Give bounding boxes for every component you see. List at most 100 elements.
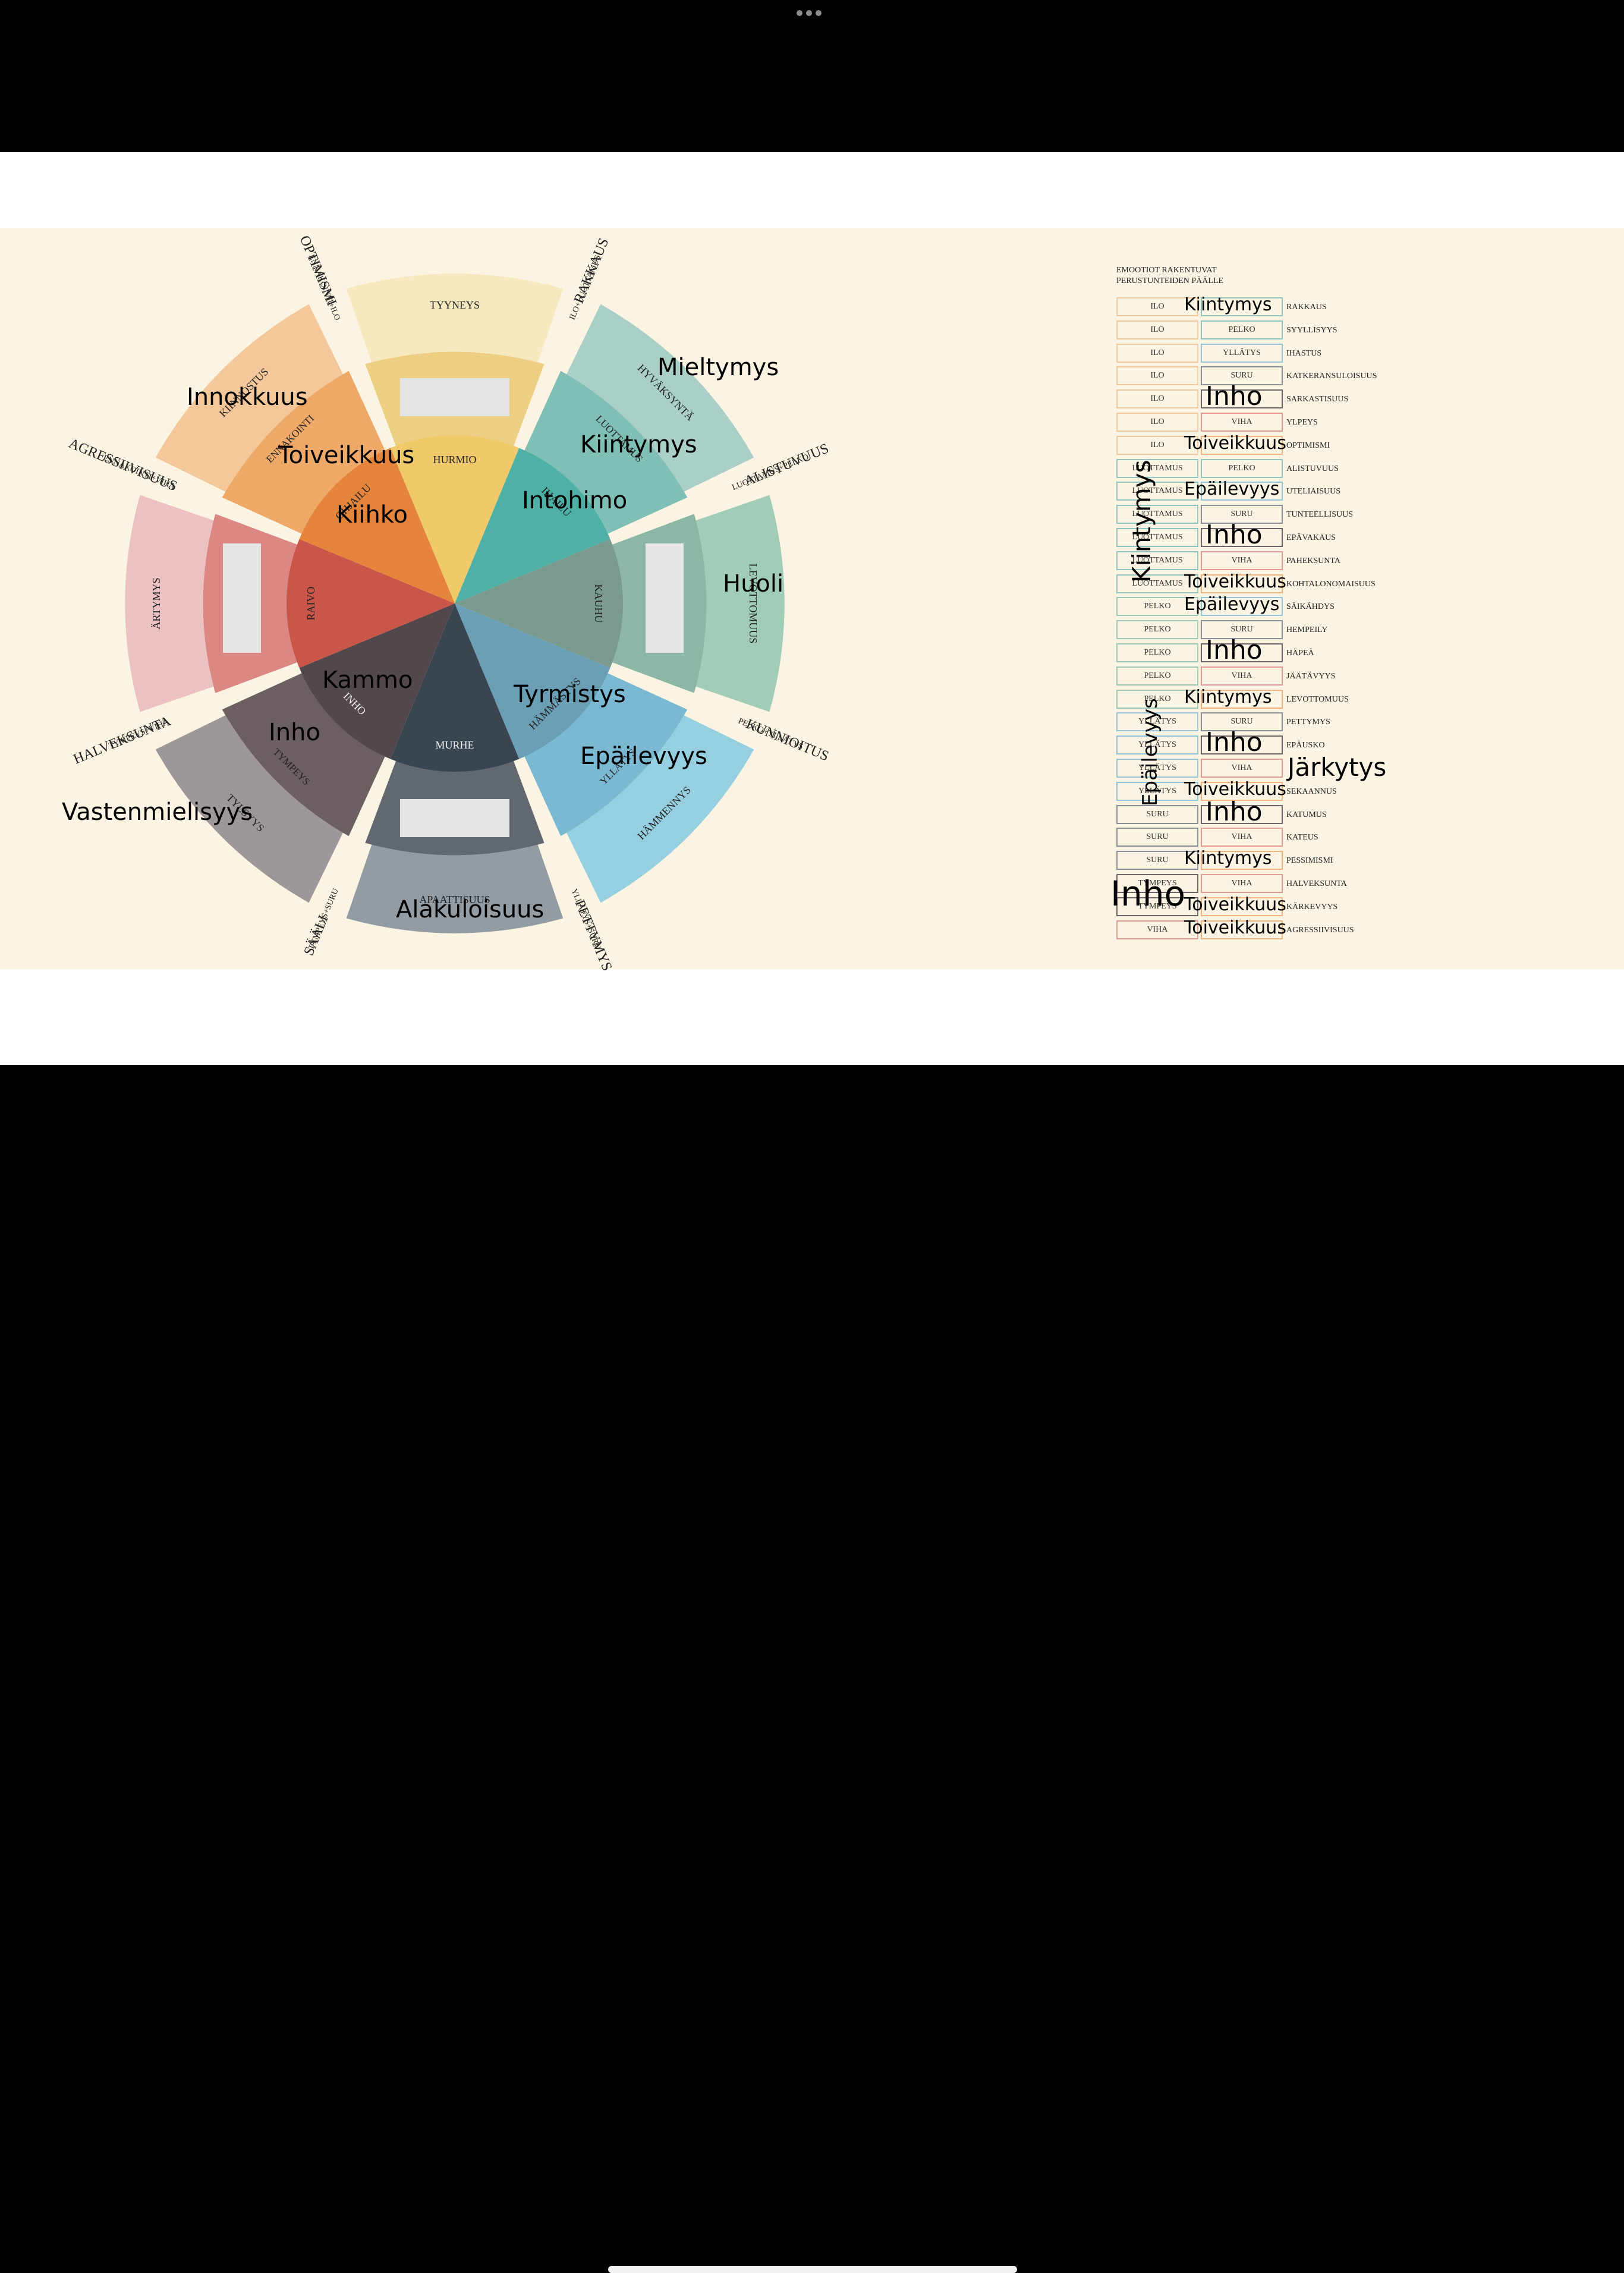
table-row: LUOTTAMUS KOHTALONOMAISUUS Toiveikkuus xyxy=(1116,571,1473,595)
table-row: ILO VIHA YLPEYS xyxy=(1116,413,1473,433)
table-title: EMOOTIOT RAKENTUVAT PERUSTUNTEIDEN PÄÄLL… xyxy=(1116,266,1224,285)
table-row: ILO OPTIMISMI Toiveikkuus xyxy=(1116,434,1473,456)
cell-emotion-a: LUOTTAMUS xyxy=(1116,458,1198,478)
cell-result: SÄIKÄHDYS xyxy=(1286,602,1335,612)
label-outer-4: APAATTISUUS xyxy=(419,894,490,906)
cell-result: KATUMUS xyxy=(1286,810,1327,819)
cell-emotion-b xyxy=(1201,297,1283,316)
table-row: ILO PELKO SYYLLISYYS xyxy=(1116,320,1473,341)
cell-emotion-a: LUOTTAMUS xyxy=(1116,551,1198,570)
dyad-name-2: KUNNIOITUS xyxy=(744,716,831,765)
cell-emotion-b xyxy=(1201,804,1283,824)
emotion-wheel: TYYNEYSHYVÄKSYNTÄLEVOTTOMUUSHÄMMENNYSAPA… xyxy=(67,234,831,973)
overlay-kammo: Kammo xyxy=(322,667,413,694)
row-overlay: Inho xyxy=(1206,520,1263,550)
cell-emotion-b: SURU xyxy=(1201,712,1283,732)
label-outer-2: LEVOTTOMUUS xyxy=(747,564,759,644)
cell-emotion-b xyxy=(1201,574,1283,593)
cell-emotion-a: LUOTTAMUS xyxy=(1116,505,1198,524)
cell-emotion-b: VIHA xyxy=(1201,759,1283,778)
cell-emotion-b xyxy=(1201,643,1283,662)
placeholder-box-3 xyxy=(223,543,261,653)
side-overlay-jarkytys: Järkytys xyxy=(1288,753,1387,782)
cell-emotion-b: VIHA xyxy=(1201,874,1283,893)
cell-emotion-a: YLLÄTYS xyxy=(1116,759,1198,778)
cell-emotion-b: VIHA xyxy=(1201,413,1283,432)
cell-result: UTELIAISUUS xyxy=(1286,487,1340,496)
petal-inner-4 xyxy=(390,603,520,772)
cell-result: EPÄVAKAUS xyxy=(1286,533,1336,542)
table-row: PELKO VIHA JÄÄTÄVYYS xyxy=(1116,666,1473,687)
table-row: TYMPEYS VIHA HALVEKSUNTA xyxy=(1116,874,1473,894)
cell-emotion-b xyxy=(1201,781,1283,801)
cell-result: HALVEKSUNTA xyxy=(1286,879,1347,888)
top-status-bar xyxy=(0,0,1624,152)
petal-inner-3 xyxy=(455,603,610,759)
cell-result: KÄRKEVYYS xyxy=(1286,902,1338,911)
cell-emotion-a: PELKO xyxy=(1116,597,1198,617)
label-outer-6: ÄRTYMYS xyxy=(150,578,162,630)
multitasking-dots-icon[interactable] xyxy=(797,10,826,18)
table-row: ILO SARKASTISUUS Inho xyxy=(1116,383,1473,410)
row-overlay: Kiintymys xyxy=(1184,848,1272,869)
row-overlay: Toiveikkuus xyxy=(1184,571,1286,592)
cell-emotion-b: VIHA xyxy=(1201,828,1283,847)
overlay-kiihko: Kiihko xyxy=(336,501,408,529)
dyad-name-5: HALVEKSUNTA xyxy=(71,713,174,767)
cell-emotion-a: YLLÄTYS xyxy=(1116,712,1198,732)
row-overlay: Toiveikkuus xyxy=(1184,778,1286,800)
cell-result: PETTYMYS xyxy=(1286,718,1330,727)
cell-emotion-b: VIHA xyxy=(1201,666,1283,686)
row-overlay: Kiintymys xyxy=(1184,294,1272,315)
placeholder-box-0 xyxy=(400,378,509,416)
table-row: PELKO SURU HEMPEILY xyxy=(1116,620,1473,640)
side-overlay-kiintymys: Kiintymys xyxy=(1127,460,1156,583)
cell-result: OPTIMISMI xyxy=(1286,441,1330,450)
cell-emotion-b xyxy=(1201,689,1283,709)
table-row: LUOTTAMUS VIHA PAHEKSUNTA xyxy=(1116,551,1473,571)
cell-emotion-b xyxy=(1201,389,1283,409)
petal-inner-6 xyxy=(287,539,455,668)
cell-emotion-b xyxy=(1201,597,1283,617)
overlay-tyrmistys: Tyrmistys xyxy=(514,681,626,708)
cell-emotion-a: SURU xyxy=(1116,828,1198,847)
overlay-mieltymys: Mieltymys xyxy=(657,354,779,381)
cell-result: RAKKAUS xyxy=(1286,303,1327,312)
table-row: YLLÄTYS SEKAANNUS Toiveikkuus xyxy=(1116,778,1473,802)
cell-emotion-a: PELKO xyxy=(1116,643,1198,662)
side-overlay-inho: Inho xyxy=(1110,873,1186,914)
cell-result: IHASTUS xyxy=(1286,348,1322,358)
cell-result: PAHEKSUNTA xyxy=(1286,556,1340,565)
row-overlay: Toiveikkuus xyxy=(1184,894,1286,915)
cell-emotion-a: VIHA xyxy=(1116,920,1198,939)
cell-emotion-b: SURU xyxy=(1201,505,1283,524)
table-row: PELKO SÄIKÄHDYS Epäilevyys xyxy=(1116,594,1473,617)
cell-result: HÄPEÄ xyxy=(1286,649,1314,658)
label-inner-6: RAIVO xyxy=(305,587,317,621)
cell-emotion-b xyxy=(1201,735,1283,755)
cell-result: JÄÄTÄVYYS xyxy=(1286,671,1336,681)
table-row: LUOTTAMUS SURU TUNTEELLISUUS xyxy=(1116,505,1473,525)
placeholder-box-1 xyxy=(646,543,684,653)
row-overlay: Epäilevyys xyxy=(1184,594,1280,615)
cell-emotion-a: YLLÄTYS xyxy=(1116,735,1198,755)
cell-emotion-a: ILO xyxy=(1116,389,1198,409)
cell-emotion-a: PELKO xyxy=(1116,689,1198,709)
label-outer-0: TYYNEYS xyxy=(430,299,480,311)
dyad-name-1: ALISTUVUUS xyxy=(742,441,831,489)
cell-emotion-a: SURU xyxy=(1116,804,1198,824)
cell-emotion-b xyxy=(1201,851,1283,870)
cell-result: SEKAANNUS xyxy=(1286,787,1337,796)
cell-emotion-b xyxy=(1201,482,1283,501)
cell-emotion-a: LUOTTAMUS xyxy=(1116,574,1198,593)
cell-result: KATEUS xyxy=(1286,833,1318,842)
cell-emotion-a: LUOTTAMUS xyxy=(1116,482,1198,501)
cell-result: SARKASTISUUS xyxy=(1286,395,1349,404)
cell-result: HEMPEILY xyxy=(1286,625,1328,635)
row-overlay: Inho xyxy=(1206,727,1263,758)
label-inner-2: KAUHU xyxy=(593,584,605,623)
home-indicator[interactable] xyxy=(608,2266,1017,2273)
placeholder-box-2 xyxy=(400,799,509,837)
cell-result: SYYLLISYYS xyxy=(1286,325,1337,335)
table-row: YLLÄTYS SURU PETTYMYS xyxy=(1116,712,1473,732)
